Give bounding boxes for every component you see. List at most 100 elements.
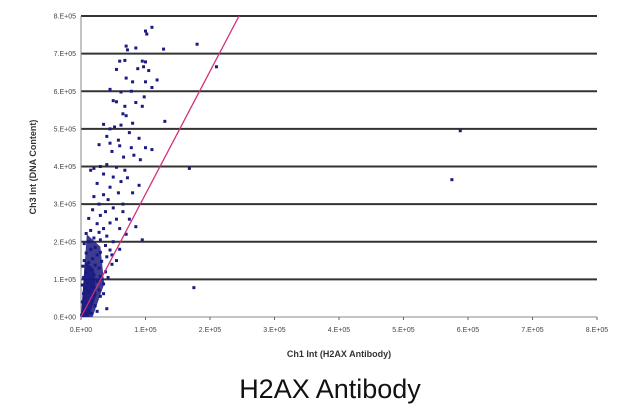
data-point bbox=[136, 67, 140, 71]
data-point bbox=[104, 244, 108, 248]
data-point bbox=[119, 90, 123, 94]
data-point bbox=[144, 146, 147, 150]
data-point bbox=[111, 175, 115, 179]
data-point bbox=[140, 238, 144, 242]
data-point bbox=[134, 225, 138, 229]
data-point bbox=[121, 202, 125, 206]
data-point bbox=[162, 47, 166, 51]
data-point bbox=[163, 119, 167, 123]
data-point bbox=[147, 69, 151, 73]
data-point bbox=[124, 232, 128, 236]
data-points bbox=[80, 25, 462, 317]
data-point bbox=[110, 253, 114, 257]
x-tick-label: 7.E+05 bbox=[521, 327, 543, 334]
x-tick-label: 6.E+05 bbox=[457, 327, 479, 334]
data-point bbox=[144, 60, 147, 64]
x-tick-label: 1.E+05 bbox=[134, 327, 156, 334]
x-tick-label: 3.E+05 bbox=[263, 327, 285, 334]
x-tick-label: 4.E+05 bbox=[328, 327, 350, 334]
data-point bbox=[458, 129, 462, 133]
data-point bbox=[142, 65, 146, 69]
y-tick-label: 0.E+00 bbox=[54, 315, 76, 322]
reference-line-group bbox=[80, 15, 240, 318]
data-point bbox=[137, 136, 141, 140]
data-point bbox=[131, 121, 135, 125]
data-point bbox=[98, 165, 102, 168]
x-axis-ticks: 0.E+00 1.E+05 2.E+05 3.E+05 4.E+05 5.E+05 6.E+… bbox=[70, 317, 608, 334]
data-point bbox=[108, 248, 112, 252]
data-point bbox=[116, 191, 120, 195]
data-point bbox=[110, 149, 114, 153]
data-point bbox=[92, 236, 96, 240]
data-point bbox=[97, 230, 101, 234]
data-point bbox=[108, 221, 112, 225]
y-tick-label: 5.E+05 bbox=[54, 126, 76, 133]
dense-cluster bbox=[81, 260, 97, 317]
y-axis-label: Ch3 Int (DNA Content) bbox=[28, 120, 38, 215]
data-point bbox=[108, 185, 112, 189]
y-tick-label: 4.E+05 bbox=[54, 164, 76, 171]
data-point bbox=[102, 193, 106, 197]
data-point bbox=[114, 259, 118, 263]
data-point bbox=[119, 180, 123, 184]
data-point bbox=[119, 123, 123, 127]
data-point bbox=[108, 87, 112, 91]
data-point bbox=[129, 146, 133, 150]
x-tick-label: 2.E+05 bbox=[199, 327, 221, 334]
data-point bbox=[92, 195, 96, 199]
data-point bbox=[95, 181, 99, 185]
data-point bbox=[102, 172, 106, 176]
data-point bbox=[140, 104, 144, 108]
data-point bbox=[123, 168, 127, 172]
data-point bbox=[105, 255, 109, 259]
data-point bbox=[102, 292, 106, 296]
data-point bbox=[140, 59, 144, 63]
data-point bbox=[104, 210, 108, 214]
data-point bbox=[121, 210, 125, 214]
data-point bbox=[150, 85, 154, 89]
data-point bbox=[106, 198, 110, 202]
data-point bbox=[97, 202, 101, 206]
y-tick-label: 1.E+05 bbox=[54, 277, 76, 284]
data-point bbox=[98, 238, 102, 242]
data-point bbox=[124, 76, 128, 80]
data-point bbox=[118, 227, 122, 231]
data-point bbox=[84, 231, 88, 235]
y-tick-label: 3.E+05 bbox=[54, 202, 76, 209]
data-point bbox=[82, 242, 86, 246]
data-point bbox=[121, 112, 125, 116]
data-point bbox=[111, 206, 115, 210]
data-point bbox=[144, 29, 147, 33]
data-point bbox=[114, 217, 118, 221]
data-point bbox=[114, 165, 118, 169]
data-point bbox=[82, 275, 86, 279]
data-point bbox=[129, 89, 133, 93]
data-point bbox=[122, 155, 126, 159]
y-axis-ticks: 0.E+00 1.E+05 2.E+05 3.E+05 4.E+05 5.E+05 6.E+… bbox=[54, 14, 76, 322]
data-point bbox=[214, 65, 218, 69]
data-point bbox=[105, 163, 109, 167]
y-tick-label: 6.E+05 bbox=[54, 89, 76, 96]
data-point bbox=[89, 168, 93, 172]
y-tick-label: 2.E+05 bbox=[54, 239, 76, 246]
data-point bbox=[89, 228, 93, 232]
data-point bbox=[102, 227, 106, 231]
reference-line bbox=[80, 15, 240, 318]
data-point bbox=[111, 99, 115, 103]
data-point bbox=[98, 213, 102, 217]
data-point bbox=[87, 216, 91, 220]
data-point bbox=[125, 48, 129, 52]
data-point bbox=[114, 100, 118, 104]
data-point bbox=[110, 262, 114, 266]
x-tick-label: 5.E+05 bbox=[392, 327, 414, 334]
data-point bbox=[187, 166, 191, 170]
data-point bbox=[125, 176, 129, 180]
data-point bbox=[144, 80, 147, 84]
data-point bbox=[142, 95, 146, 99]
data-point bbox=[95, 309, 99, 313]
data-point bbox=[98, 294, 102, 298]
data-point bbox=[82, 259, 86, 263]
data-point bbox=[91, 208, 95, 212]
x-axis-label: Ch1 Int (H2AX Antibody) bbox=[287, 349, 391, 359]
